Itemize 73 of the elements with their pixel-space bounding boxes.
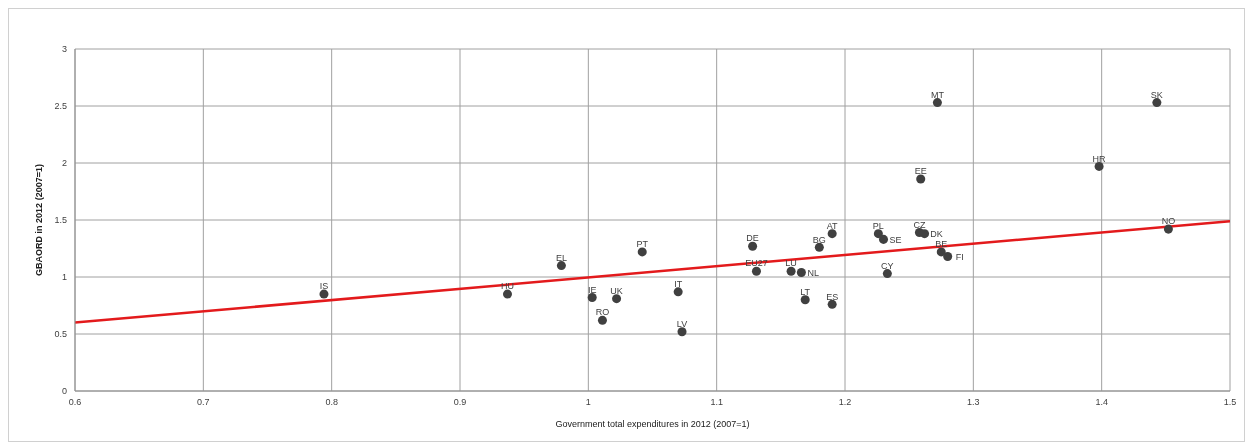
x-tick-label: 0.8: [325, 397, 338, 408]
point: [1152, 98, 1162, 108]
data-label: MT: [930, 89, 945, 100]
data-label: UK: [610, 285, 623, 296]
y-tick-label: 0.5: [54, 329, 67, 340]
point: [587, 293, 597, 303]
point: [827, 299, 837, 309]
data-label: LT: [800, 286, 811, 297]
point: [943, 251, 953, 261]
y-tick-label: 3: [61, 44, 67, 55]
point: [1163, 224, 1173, 234]
y-tick-label: 2.5: [54, 101, 67, 112]
point: [612, 294, 622, 304]
data-label: PL: [872, 220, 884, 231]
data-label: IT: [674, 278, 683, 289]
x-tick-label: 1.5: [1223, 397, 1237, 408]
data-label: SK: [1150, 89, 1163, 100]
point: [502, 289, 512, 299]
point: [814, 242, 824, 252]
data-label: FI: [955, 251, 964, 262]
data-label: ES: [826, 291, 839, 302]
data-label: EE: [914, 166, 927, 177]
point: [677, 327, 687, 337]
y-tick-label: 0: [61, 386, 67, 397]
point: [932, 98, 942, 108]
data-label: IE: [587, 284, 597, 295]
x-tick-label: 1.2: [838, 397, 852, 408]
data-label: BG: [812, 234, 826, 245]
point: [319, 289, 329, 299]
point: [597, 315, 607, 325]
x-tick-label: 1.1: [710, 397, 723, 408]
point: [637, 247, 647, 257]
x-tick-label: 1.3: [967, 397, 980, 408]
y-axis-title: GBAORD in 2012 (2007=1): [34, 164, 45, 276]
point: [556, 261, 566, 271]
data-label: NL: [807, 267, 820, 278]
data-label: IS: [319, 281, 329, 292]
data-label: LV: [676, 318, 688, 329]
data-label: RO: [595, 307, 610, 318]
y-tick-label: 1.5: [54, 215, 67, 226]
data-label: CY: [881, 260, 894, 271]
data-label: DE: [746, 233, 759, 244]
x-tick-label: 0.7: [197, 397, 210, 408]
point: [751, 266, 761, 276]
point: [916, 174, 926, 184]
x-axis-title: Government total expenditures in 2012 (2007=1): [555, 419, 750, 429]
point: [673, 287, 683, 297]
data-label: DK: [930, 228, 943, 239]
data-label: LU: [785, 258, 797, 269]
point: [882, 269, 892, 279]
point: [786, 266, 796, 276]
x-tick-label: 0.6: [68, 397, 82, 408]
data-label: NO: [1161, 216, 1176, 227]
point: [800, 295, 810, 305]
point: [827, 229, 837, 239]
point: [748, 241, 758, 251]
data-label: CZ: [913, 219, 926, 230]
point: [796, 267, 806, 277]
data-label: AT: [826, 220, 839, 231]
point: [920, 229, 930, 239]
x-tick-label: 1: [585, 397, 591, 408]
point: [873, 229, 883, 239]
data-label: HR: [1092, 153, 1107, 164]
y-tick-label: 1: [61, 272, 67, 283]
data-label: PT: [636, 239, 649, 250]
point: [878, 234, 889, 244]
x-tick-label: 0.9: [453, 397, 467, 408]
data-label: EU27: [745, 258, 768, 269]
y-tick-label: 2: [61, 158, 67, 169]
point: [1094, 161, 1104, 171]
x-tick-label: 1.4: [1095, 397, 1108, 408]
data-label: EL: [555, 252, 567, 263]
data-label: SE: [889, 234, 902, 245]
